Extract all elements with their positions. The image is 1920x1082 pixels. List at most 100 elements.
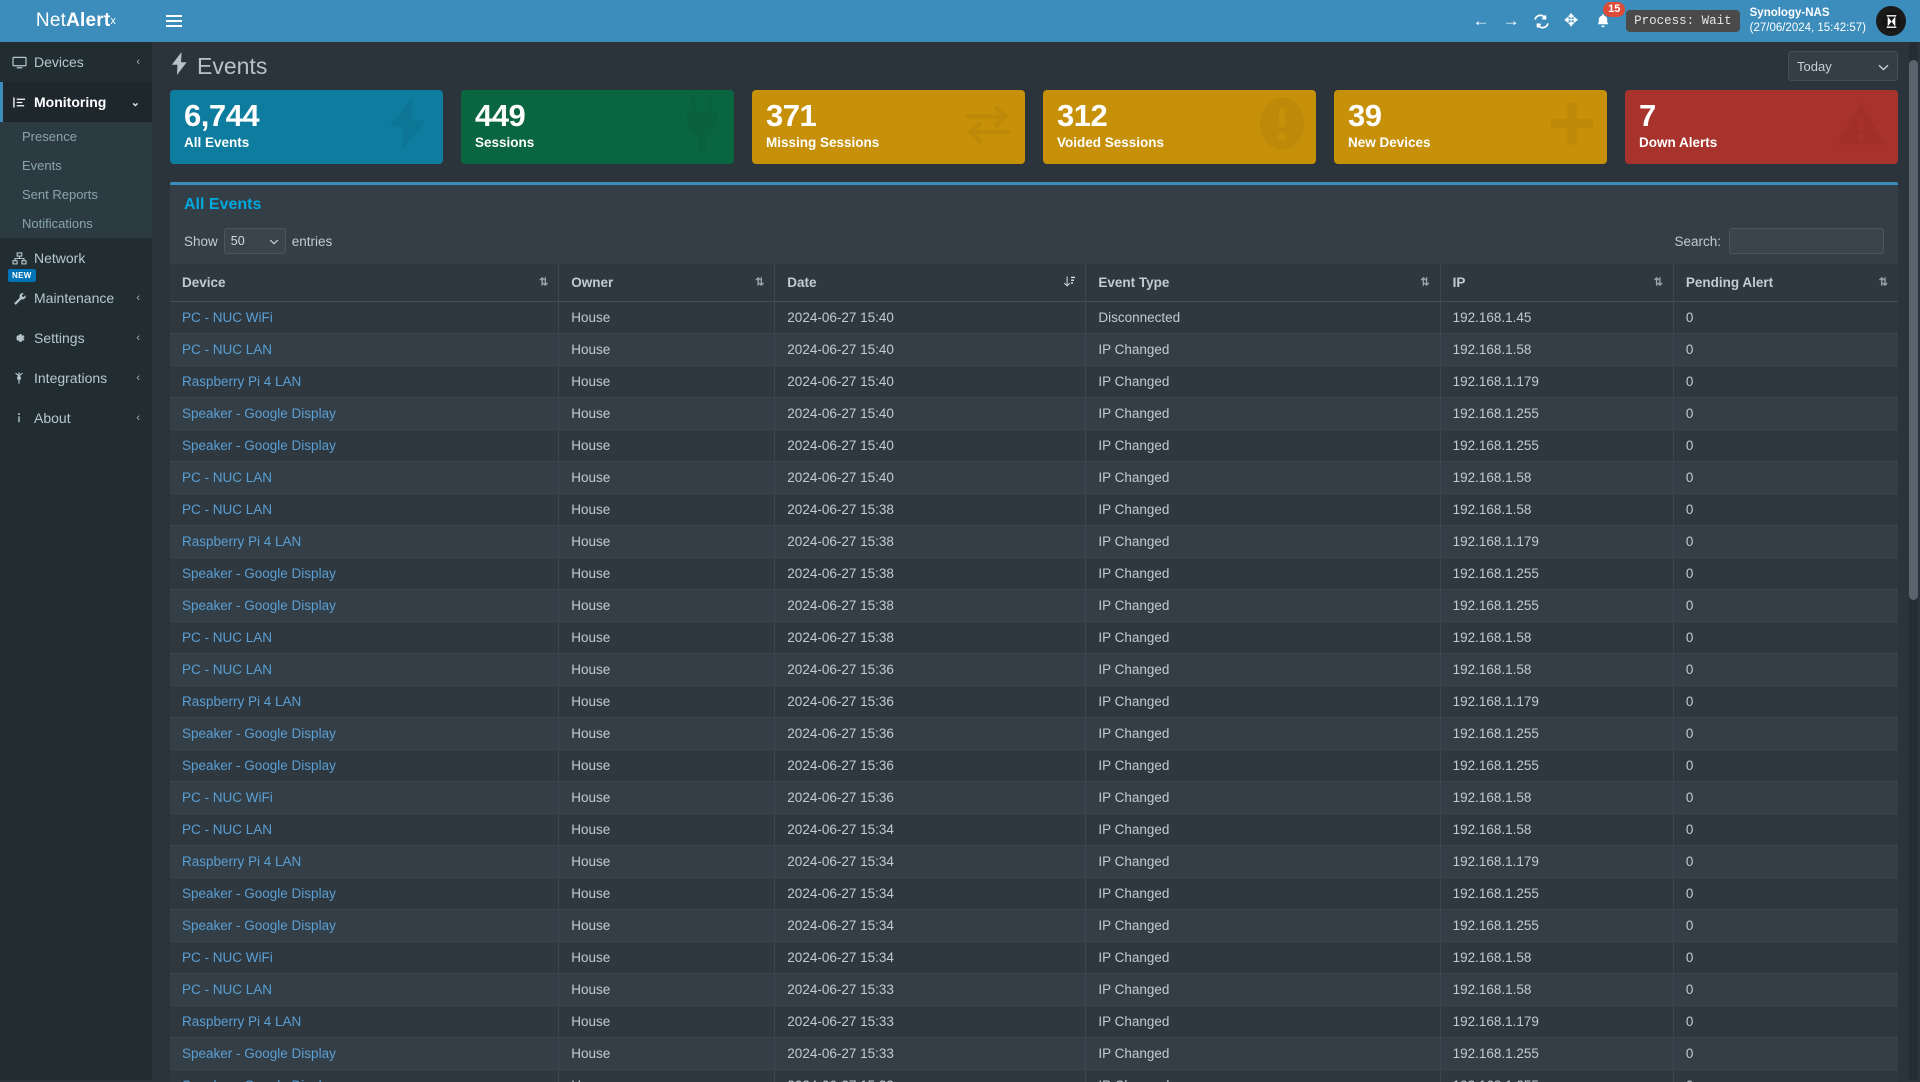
avatar[interactable] — [1876, 6, 1906, 36]
cell-device[interactable]: Raspberry Pi 4 LAN — [170, 846, 559, 878]
cell-device[interactable]: Speaker - Google Display — [170, 430, 559, 462]
sidebar-item-maintenance[interactable]: NEW Maintenance ‹ — [0, 278, 152, 318]
cell-device[interactable]: PC - NUC LAN — [170, 622, 559, 654]
cell-device[interactable]: PC - NUC LAN — [170, 974, 559, 1006]
cell-device[interactable]: Raspberry Pi 4 LAN — [170, 686, 559, 718]
stat-card-down-alerts[interactable]: 7 Down Alerts — [1625, 90, 1898, 164]
cell-device[interactable]: PC - NUC WiFi — [170, 782, 559, 814]
page-scrollbar-thumb[interactable] — [1909, 60, 1918, 600]
cell-device[interactable]: Speaker - Google Display — [170, 718, 559, 750]
notifications-bell[interactable]: 15 — [1586, 0, 1620, 42]
cell-device[interactable]: Speaker - Google Display — [170, 1038, 559, 1070]
device-link[interactable]: PC - NUC LAN — [182, 982, 272, 997]
device-link[interactable]: Raspberry Pi 4 LAN — [182, 534, 301, 549]
device-link[interactable]: Raspberry Pi 4 LAN — [182, 694, 301, 709]
search-input[interactable] — [1729, 228, 1884, 254]
sidebar-item-notifications[interactable]: Notifications — [0, 209, 152, 238]
device-link[interactable]: Speaker - Google Display — [182, 1078, 336, 1082]
cell-device[interactable]: Speaker - Google Display — [170, 910, 559, 942]
refresh-icon[interactable] — [1526, 0, 1556, 42]
sidebar-item-sent-reports[interactable]: Sent Reports — [0, 180, 152, 209]
sidebar-item-settings[interactable]: Settings ‹ — [0, 318, 152, 358]
device-link[interactable]: Speaker - Google Display — [182, 1046, 336, 1061]
period-filter-select[interactable]: Today — [1788, 51, 1898, 81]
device-link[interactable]: Speaker - Google Display — [182, 726, 336, 741]
cell-device[interactable]: PC - NUC LAN — [170, 814, 559, 846]
device-link[interactable]: PC - NUC LAN — [182, 502, 272, 517]
cell-device[interactable]: PC - NUC LAN — [170, 334, 559, 366]
sidebar-item-events[interactable]: Events — [0, 151, 152, 180]
arrow-right-icon[interactable]: → — [1496, 0, 1526, 42]
cell-device[interactable]: PC - NUC LAN — [170, 494, 559, 526]
cell-device[interactable]: Speaker - Google Display — [170, 590, 559, 622]
column-header-event-type[interactable]: Event Type ⇅ — [1086, 264, 1440, 302]
move-icon[interactable]: ✥ — [1556, 0, 1586, 42]
table-row[interactable]: Speaker - Google DisplayHouse2024-06-27 … — [170, 1070, 1898, 1082]
cell-device[interactable]: Raspberry Pi 4 LAN — [170, 1006, 559, 1038]
device-link[interactable]: Speaker - Google Display — [182, 918, 336, 933]
cell-device[interactable]: Speaker - Google Display — [170, 398, 559, 430]
cell-device[interactable]: PC - NUC LAN — [170, 654, 559, 686]
stat-card-new-devices[interactable]: 39 New Devices — [1334, 90, 1607, 164]
stat-card-sessions[interactable]: 449 Sessions — [461, 90, 734, 164]
device-link[interactable]: PC - NUC LAN — [182, 662, 272, 677]
sidebar-item-about[interactable]: About ‹ — [0, 398, 152, 438]
device-link[interactable]: PC - NUC LAN — [182, 822, 272, 837]
cell-device[interactable]: Speaker - Google Display — [170, 750, 559, 782]
device-link[interactable]: PC - NUC WiFi — [182, 950, 273, 965]
device-link[interactable]: Speaker - Google Display — [182, 406, 336, 421]
stat-card-all-events[interactable]: 6,744 All Events — [170, 90, 443, 164]
cell-device[interactable]: PC - NUC WiFi — [170, 302, 559, 334]
stat-card-missing-sessions[interactable]: 371 Missing Sessions — [752, 90, 1025, 164]
device-link[interactable]: PC - NUC LAN — [182, 342, 272, 357]
device-link[interactable]: Speaker - Google Display — [182, 566, 336, 581]
sidebar-toggle-icon[interactable] — [152, 0, 196, 42]
device-link[interactable]: Raspberry Pi 4 LAN — [182, 854, 301, 869]
device-link[interactable]: Speaker - Google Display — [182, 886, 336, 901]
device-link[interactable]: Speaker - Google Display — [182, 598, 336, 613]
column-header-date[interactable]: Date — [775, 264, 1086, 302]
cell-device[interactable]: Speaker - Google Display — [170, 1070, 559, 1082]
device-link[interactable]: Speaker - Google Display — [182, 438, 336, 453]
device-link[interactable]: Raspberry Pi 4 LAN — [182, 1014, 301, 1029]
arrow-left-icon[interactable]: ← — [1466, 0, 1496, 42]
cell-device[interactable]: PC - NUC WiFi — [170, 942, 559, 974]
page-scrollbar[interactable] — [1909, 42, 1918, 1080]
device-link[interactable]: Raspberry Pi 4 LAN — [182, 374, 301, 389]
page-length-select[interactable]: 50 — [224, 228, 286, 254]
column-header-ip[interactable]: IP ⇅ — [1440, 264, 1673, 302]
sidebar-item-presence[interactable]: Presence — [0, 122, 152, 151]
column-header-device[interactable]: Device ⇅ — [170, 264, 559, 302]
column-header-owner[interactable]: Owner ⇅ — [559, 264, 775, 302]
device-link[interactable]: PC - NUC LAN — [182, 470, 272, 485]
cell-device[interactable]: Speaker - Google Display — [170, 558, 559, 590]
cell-device[interactable]: Speaker - Google Display — [170, 878, 559, 910]
column-header-pending-alert[interactable]: Pending Alert ⇅ — [1673, 264, 1898, 302]
device-link[interactable]: Speaker - Google Display — [182, 758, 336, 773]
cell-device[interactable]: Raspberry Pi 4 LAN — [170, 526, 559, 558]
stat-card-voided-sessions[interactable]: 312 Voided Sessions — [1043, 90, 1316, 164]
sidebar-item-monitoring[interactable]: Monitoring ⌄ — [0, 82, 152, 122]
